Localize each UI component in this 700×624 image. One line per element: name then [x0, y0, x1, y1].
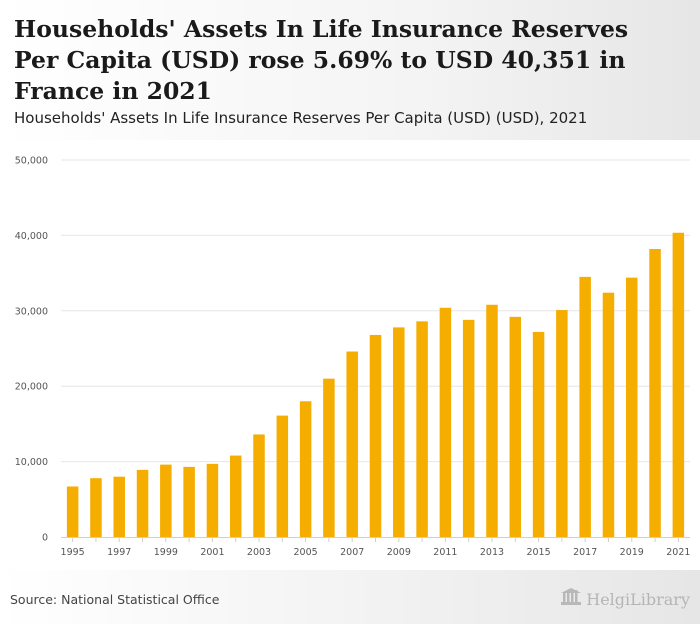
page-title: Households' Assets In Life Insurance Res… — [14, 15, 629, 105]
header-banner: Households' Assets In Life Insurance Res… — [0, 0, 700, 140]
bar — [416, 321, 428, 537]
bar — [462, 319, 475, 537]
bar — [369, 334, 382, 537]
bar — [486, 304, 498, 537]
x-tick-label: 2001 — [200, 547, 224, 558]
source-note: Source: National Statistical Office — [10, 592, 220, 607]
bar — [556, 310, 568, 537]
bar — [113, 476, 125, 537]
x-tick-label: 1997 — [107, 547, 131, 558]
bar — [66, 486, 79, 537]
x-tick-label: 2005 — [294, 547, 318, 558]
x-tick-label: 2009 — [387, 547, 411, 558]
bar — [579, 276, 591, 537]
bar — [672, 232, 685, 537]
bar — [532, 331, 545, 537]
bar — [136, 469, 149, 537]
brand-logo[interactable]: HelgiLibrary — [560, 588, 690, 610]
bar — [206, 463, 219, 537]
bar — [299, 401, 312, 537]
footer: Source: National Statistical Office Helg… — [0, 570, 700, 624]
x-tick-label: 2003 — [247, 547, 271, 558]
x-tick-label: 2007 — [340, 547, 364, 558]
x-tick-label: 2011 — [433, 547, 457, 558]
bar — [229, 455, 242, 537]
bar — [649, 248, 661, 538]
chart-subtitle: Households' Assets In Life Insurance Res… — [14, 109, 588, 127]
x-tick-label: 1995 — [61, 547, 85, 558]
x-tick-label: 1999 — [154, 547, 178, 558]
bar — [602, 292, 615, 537]
bar — [183, 466, 195, 537]
x-tick-label: 2017 — [573, 547, 597, 558]
y-tick-label: 20,000 — [15, 382, 48, 393]
x-tick-label: 2019 — [620, 547, 644, 558]
bar — [346, 351, 358, 537]
bar — [276, 415, 289, 537]
bar — [160, 464, 172, 537]
library-icon — [560, 588, 582, 610]
y-tick-label: 10,000 — [15, 457, 48, 468]
x-tick-label: 2013 — [480, 547, 504, 558]
bar-chart: 0 10,000 20,000 30,000 40,000 50,000 1995 1997 1… — [15, 156, 691, 559]
chart-area: 0 10,000 20,000 30,000 40,000 50,000 1995 1997 1… — [0, 140, 700, 570]
bar — [253, 434, 265, 537]
bar — [439, 307, 452, 537]
x-tick-label: 2015 — [526, 547, 550, 558]
brand-name: HelgiLibrary — [586, 589, 690, 609]
y-tick-label: 40,000 — [15, 231, 48, 242]
bar — [90, 478, 102, 537]
x-tick-label: 2021 — [666, 547, 690, 558]
bar — [626, 277, 638, 537]
bar — [509, 316, 522, 537]
bar — [323, 378, 335, 537]
y-tick-label: 50,000 — [15, 156, 48, 167]
y-tick-label: 0 — [42, 533, 48, 544]
bar — [393, 327, 405, 537]
y-tick-label: 30,000 — [15, 306, 48, 317]
